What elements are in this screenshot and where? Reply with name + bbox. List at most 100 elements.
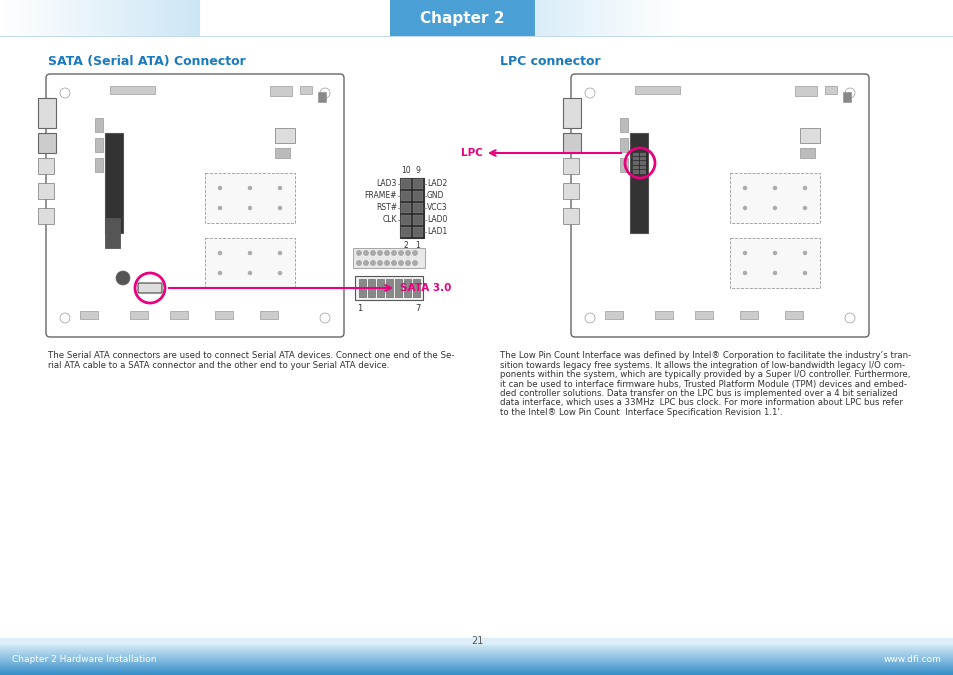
Bar xyxy=(588,0,590,36)
Bar xyxy=(729,238,820,288)
Bar xyxy=(105,218,120,248)
Bar xyxy=(64,0,66,36)
Text: SATA (Serial ATA) Connector: SATA (Serial ATA) Connector xyxy=(48,55,246,68)
Bar xyxy=(662,0,664,36)
Bar xyxy=(619,138,627,152)
Bar xyxy=(639,0,640,36)
Bar xyxy=(619,158,627,172)
Circle shape xyxy=(60,88,70,98)
Bar xyxy=(71,0,74,36)
Text: CLK: CLK xyxy=(382,215,396,225)
Bar xyxy=(548,0,551,36)
Bar xyxy=(604,0,606,36)
Bar xyxy=(198,0,200,36)
Bar xyxy=(486,0,489,36)
Bar xyxy=(480,0,482,36)
Bar xyxy=(593,0,595,36)
Bar xyxy=(34,0,36,36)
Circle shape xyxy=(772,251,776,255)
Bar xyxy=(575,0,577,36)
Bar xyxy=(511,0,513,36)
Circle shape xyxy=(377,250,382,256)
Bar xyxy=(38,0,40,36)
Bar xyxy=(192,0,193,36)
Bar xyxy=(162,0,164,36)
Bar xyxy=(672,0,675,36)
Text: FRAME#: FRAME# xyxy=(364,192,396,200)
Bar xyxy=(355,276,422,300)
Bar xyxy=(597,0,598,36)
Text: LAD2: LAD2 xyxy=(427,180,447,188)
Circle shape xyxy=(277,206,282,210)
Circle shape xyxy=(802,186,806,190)
Circle shape xyxy=(248,271,252,275)
Circle shape xyxy=(218,271,222,275)
Bar xyxy=(606,0,608,36)
Bar xyxy=(214,311,233,319)
Text: GND: GND xyxy=(427,192,444,200)
Text: to the Intel® Low Pin Count  Interface Specification Revision 1.1'.: to the Intel® Low Pin Count Interface Sp… xyxy=(499,408,781,417)
Bar xyxy=(270,86,292,96)
Bar xyxy=(618,0,620,36)
Bar xyxy=(80,311,98,319)
Bar xyxy=(529,0,531,36)
Bar xyxy=(164,0,166,36)
Bar xyxy=(0,673,953,674)
Bar xyxy=(399,178,423,238)
Text: LAD0: LAD0 xyxy=(427,215,447,225)
Circle shape xyxy=(384,261,389,265)
Bar xyxy=(400,179,411,189)
Circle shape xyxy=(405,261,410,265)
Bar xyxy=(513,0,515,36)
Circle shape xyxy=(356,261,361,265)
Bar xyxy=(562,183,578,199)
Bar xyxy=(478,0,480,36)
Bar xyxy=(571,0,573,36)
Circle shape xyxy=(412,250,417,256)
Circle shape xyxy=(802,251,806,255)
Bar xyxy=(386,279,393,297)
Bar xyxy=(395,279,401,297)
Bar xyxy=(36,0,38,36)
Bar xyxy=(56,0,58,36)
Bar xyxy=(0,666,953,667)
Bar xyxy=(4,0,6,36)
Bar xyxy=(376,279,384,297)
Bar xyxy=(105,133,123,233)
Bar xyxy=(0,665,953,666)
Bar xyxy=(0,669,953,670)
Bar xyxy=(413,202,423,213)
Bar xyxy=(537,0,538,36)
Bar xyxy=(160,0,162,36)
Bar xyxy=(551,0,553,36)
Bar xyxy=(0,662,953,663)
Bar xyxy=(0,655,953,656)
Circle shape xyxy=(391,250,396,256)
Bar xyxy=(553,0,555,36)
Bar xyxy=(670,0,672,36)
Bar xyxy=(633,0,635,36)
Bar xyxy=(116,0,118,36)
Bar xyxy=(615,0,617,36)
Circle shape xyxy=(277,271,282,275)
Bar xyxy=(112,0,113,36)
Bar xyxy=(40,0,42,36)
Bar xyxy=(0,659,953,660)
Bar xyxy=(0,667,953,668)
Bar xyxy=(188,0,190,36)
Bar xyxy=(0,671,953,672)
Bar xyxy=(613,0,615,36)
Bar xyxy=(639,161,646,165)
Bar xyxy=(573,0,575,36)
Circle shape xyxy=(398,250,403,256)
Bar xyxy=(142,0,144,36)
Bar xyxy=(657,0,659,36)
Text: ded controller solutions. Data transfer on the LPC bus is implemented over a 4 b: ded controller solutions. Data transfer … xyxy=(499,389,897,398)
Bar xyxy=(170,0,172,36)
Bar xyxy=(136,0,138,36)
Bar xyxy=(533,0,535,36)
Bar xyxy=(10,0,12,36)
Bar xyxy=(14,0,16,36)
Bar xyxy=(562,0,564,36)
Bar xyxy=(633,161,639,165)
